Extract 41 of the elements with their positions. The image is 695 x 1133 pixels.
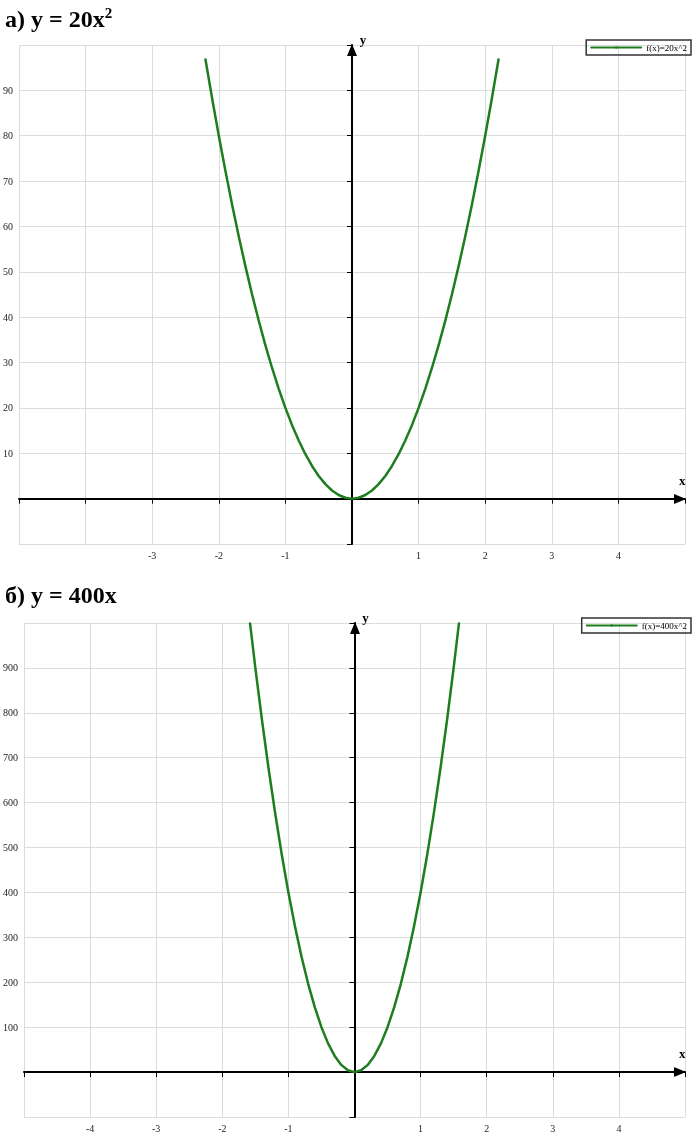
y-tick-label: 40 [3,311,13,323]
y-tick-label: 600 [3,797,18,809]
y-tick-label: 400 [3,886,18,898]
x-tick-label: -3 [152,1122,161,1133]
text: f(x)=400x^2 [641,620,688,631]
x-tick-label: 3 [550,1122,556,1133]
y-tick-label: 70 [3,175,13,187]
x-tick-label: -4 [85,1122,95,1133]
y-tick-label: 80 [3,130,13,142]
y-axis-title: y [359,31,367,47]
x-tick-label: 4 [616,1122,622,1133]
x-tick-label: 2 [482,549,488,561]
y-tick-label: 10 [3,447,13,459]
x-tick-label: -2 [214,549,223,561]
text: f(x)=20x^2 [646,42,688,53]
x-axis-title: x [679,1046,686,1062]
y-tick-label: 20 [3,402,13,414]
x-tick-label: -3 [148,549,157,561]
x-tick-label: -2 [218,1122,227,1133]
chart-title: б) y = 400x [5,582,117,608]
y-tick-label: 300 [3,931,18,943]
y-tick-label: 800 [3,707,18,719]
y-tick-label: 200 [3,976,18,988]
x-axis-title: x [679,472,686,488]
x-tick-label: 3 [549,549,555,561]
y-tick-label: 700 [3,752,18,764]
y-tick-label: 900 [3,662,18,674]
y-tick-label: 500 [3,842,18,854]
y-tick-label: 50 [3,266,13,278]
y-axis-title: y [362,609,370,625]
line-series [204,58,500,500]
x-tick-label: -1 [281,549,290,561]
x-tick-label: 4 [615,549,621,561]
x-tick-label: -1 [284,1122,293,1133]
y-tick-label: 30 [3,357,13,369]
x-tick-label: 1 [416,549,422,561]
y-tick-label: 60 [3,220,13,232]
x-tick-label: 2 [484,1122,490,1133]
y-tick-label: 100 [3,1021,18,1033]
y-tick-label: 90 [3,84,13,96]
x-tick-label: 1 [418,1122,424,1133]
